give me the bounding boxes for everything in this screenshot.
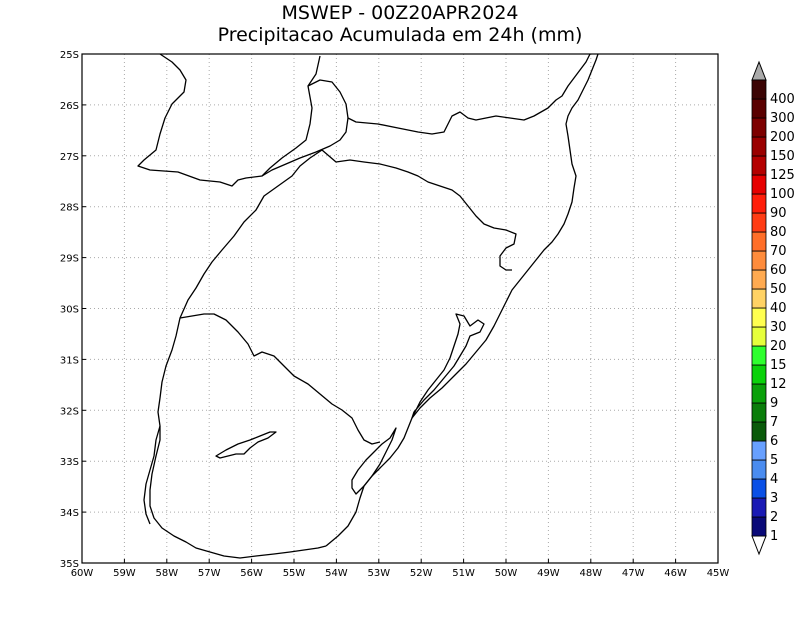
colorbar-label: 15	[770, 358, 787, 373]
colorbar-segment	[751, 478, 767, 499]
lon-tick-label: 46W	[664, 568, 687, 579]
lon-tick-label: 48W	[579, 568, 602, 579]
lon-tick-label: 58W	[155, 568, 178, 579]
map-subtitle: Precipitacao Acumulada em 24h (mm)	[217, 24, 583, 46]
border-uruguay-line	[179, 313, 381, 445]
lon-tick-label: 49W	[537, 568, 560, 579]
lat-tick-label: 29S	[60, 254, 79, 265]
coast-south-line	[325, 53, 599, 547]
colorbar-label: 90	[770, 206, 787, 221]
lat-tick-label: 25S	[60, 50, 79, 61]
lon-tick-label: 55W	[283, 568, 306, 579]
colorbar-segment	[751, 364, 767, 385]
lat-tick-label: 32S	[60, 406, 79, 417]
colorbar-label: 9	[770, 396, 778, 411]
colorbar-label: 1	[770, 529, 778, 544]
lat-tick-label: 26S	[60, 101, 79, 112]
lon-tick-label: 53W	[367, 568, 390, 579]
lon-tick-label: 60W	[71, 568, 94, 579]
lon-tick-label: 47W	[622, 568, 645, 579]
colorbar-segment	[751, 402, 767, 423]
rio-negro-reservoir	[215, 431, 277, 459]
lon-tick-label: 56W	[240, 568, 263, 579]
colorbar-segment	[751, 155, 767, 176]
border-rs-west-line	[149, 149, 327, 559]
colorbar-segment	[751, 98, 767, 119]
colorbar-segment	[751, 326, 767, 347]
lon-tick-label: 54W	[325, 568, 348, 579]
border-pr-sc-line	[307, 53, 591, 135]
colorbar-label: 12	[770, 377, 787, 392]
patos-lagoon-outline	[411, 313, 485, 419]
border-sc-rs-line	[261, 117, 349, 177]
colorbar-segment	[751, 307, 767, 328]
colorbar-label: 400	[770, 92, 795, 107]
colorbar-segment	[751, 288, 767, 309]
colorbar-segment	[751, 345, 767, 366]
colorbar-label: 7	[770, 415, 778, 430]
uruguay-river-west	[143, 425, 161, 525]
colorbar-label: 3	[770, 491, 778, 506]
colorbar-label: 150	[770, 149, 795, 164]
colorbar-arrow-low	[751, 535, 767, 556]
colorbar-arrow-high	[751, 60, 767, 81]
colorbar-label: 300	[770, 111, 795, 126]
colorbar-label: 5	[770, 453, 778, 468]
axis-ticks: 60W 59W 58W 57W 56W 55W 54W 53W 52W 51W 50W 49W 48W 4…	[60, 50, 729, 579]
colorbar-segment	[751, 136, 767, 157]
lon-tick-label: 57W	[198, 568, 221, 579]
map-panel: 60W 59W 58W 57W 56W 55W 54W 53W 52W 51W 50W 49W 48W 4…	[60, 50, 729, 579]
coastlines-and-borders	[137, 53, 599, 559]
colorbar-segment	[751, 440, 767, 461]
lon-tick-label: 51W	[452, 568, 475, 579]
colorbar-label: 40	[770, 301, 787, 316]
colorbar-segment	[751, 250, 767, 271]
lon-tick-label: 52W	[410, 568, 433, 579]
lon-tick-label: 59W	[113, 568, 136, 579]
colorbar: 1234567912152030405060708090100125150200…	[751, 60, 795, 556]
map-grid	[82, 54, 718, 563]
map-background	[82, 54, 718, 563]
border-misiones-line	[137, 53, 321, 187]
lat-tick-label: 35S	[60, 559, 79, 570]
lon-tick-label: 45W	[707, 568, 730, 579]
lat-tick-label: 28S	[60, 203, 79, 214]
colorbar-label: 60	[770, 263, 787, 278]
colorbar-label: 20	[770, 339, 787, 354]
colorbar-segment	[751, 497, 767, 518]
colorbar-label: 2	[770, 510, 778, 525]
colorbar-label: 70	[770, 244, 787, 259]
lat-tick-label: 33S	[60, 457, 79, 468]
colorbar-label: 200	[770, 130, 795, 145]
colorbar-label: 100	[770, 187, 795, 202]
colorbar-segment	[751, 269, 767, 290]
mirim-lagoon-outline	[351, 427, 397, 495]
colorbar-segment	[751, 459, 767, 480]
colorbar-segment	[751, 117, 767, 138]
colorbar-segment	[751, 231, 767, 252]
colorbar-label: 30	[770, 320, 787, 335]
colorbar-segment	[751, 193, 767, 214]
colorbar-label: 4	[770, 472, 778, 487]
colorbar-segment	[751, 212, 767, 233]
map-title: MSWEP - 00Z20APR2024	[281, 2, 519, 24]
colorbar-segment	[751, 79, 767, 100]
colorbar-segment	[751, 421, 767, 442]
lat-tick-label: 34S	[60, 508, 79, 519]
colorbar-label: 80	[770, 225, 787, 240]
lat-tick-label: 31S	[60, 355, 79, 366]
colorbar-label: 50	[770, 282, 787, 297]
colorbar-segment	[751, 383, 767, 404]
border-sc-rs-upper	[321, 149, 517, 271]
colorbar-segment	[751, 516, 767, 537]
colorbar-label: 6	[770, 434, 778, 449]
lat-tick-label: 27S	[60, 152, 79, 163]
lon-tick-label: 50W	[495, 568, 518, 579]
lat-tick-label: 30S	[60, 305, 79, 316]
colorbar-segment	[751, 174, 767, 195]
colorbar-label: 125	[770, 168, 795, 183]
